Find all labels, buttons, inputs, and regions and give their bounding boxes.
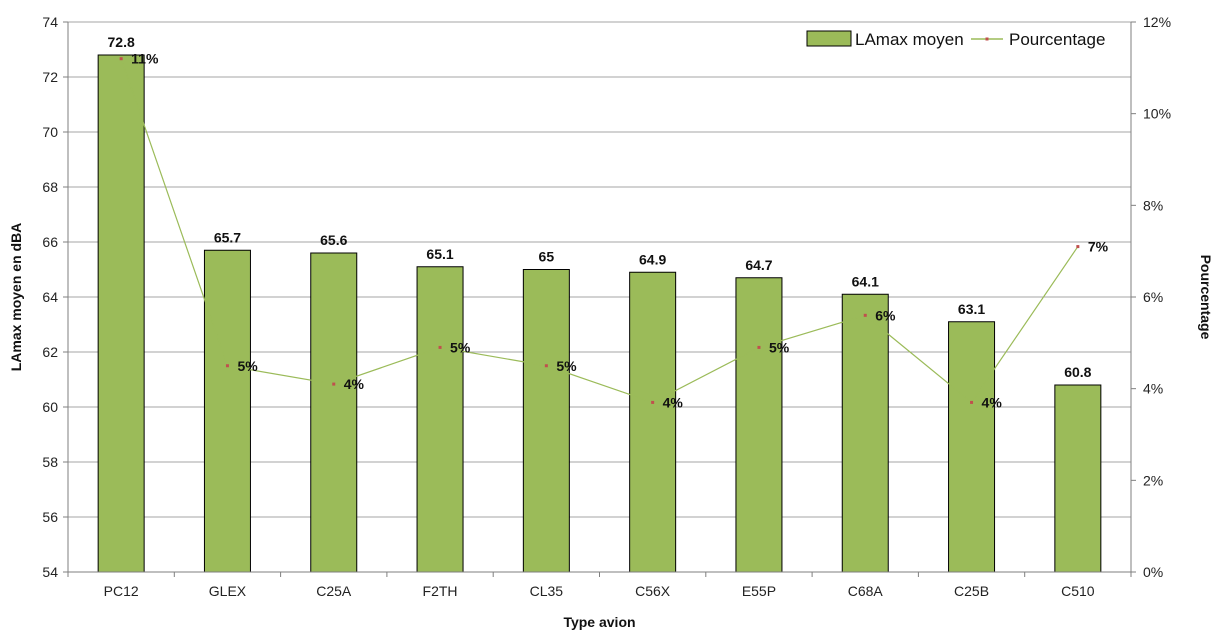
- y-tick-label: 70: [42, 124, 58, 140]
- bar-value-label: 63.1: [958, 301, 985, 317]
- bar: [203, 249, 251, 573]
- line-point: [119, 57, 123, 61]
- line-value-label: 6%: [875, 307, 896, 323]
- y-tick-label: 72: [42, 69, 58, 85]
- line-point: [970, 400, 974, 404]
- y2-tick-label: 4%: [1143, 381, 1163, 397]
- line-point: [651, 400, 655, 404]
- bar-value-label: 64.7: [745, 257, 772, 273]
- y2-tick-label: 2%: [1143, 472, 1163, 488]
- line-value-label: 4%: [344, 376, 365, 392]
- line-point: [225, 364, 229, 368]
- line-point: [332, 382, 336, 386]
- y-tick-label: 54: [42, 564, 58, 580]
- y-tick-label: 64: [42, 289, 58, 305]
- x-axis-title: Type avion: [563, 614, 635, 630]
- line-value-label: 5%: [769, 339, 790, 355]
- line-value-label: 4%: [982, 394, 1003, 410]
- legend-swatch-marker: [985, 37, 989, 41]
- series-line: [120, 58, 1079, 404]
- x-tick-label: E55P: [742, 583, 776, 599]
- y-tick-label: 68: [42, 179, 58, 195]
- line-series: [119, 57, 1080, 404]
- y-tick-label: 60: [42, 399, 58, 415]
- legend-label-bar: LAmax moyen: [855, 30, 964, 49]
- bar: [629, 271, 677, 573]
- x-tick-label: C25A: [316, 583, 352, 599]
- bar: [416, 266, 464, 573]
- bar-value-label: 72.8: [108, 34, 135, 50]
- bar: [841, 293, 889, 573]
- y2-tick-label: 8%: [1143, 197, 1163, 213]
- y-axis-title: LAmax moyen en dBA: [8, 223, 24, 372]
- bar: [97, 54, 145, 573]
- bar: [1054, 384, 1102, 573]
- x-tick-label: PC12: [104, 583, 139, 599]
- axes: 54 56 58 60 62 64 66 68 70 72 74 0% 2% 4% 6% 8% 10% 12% PC…: [42, 14, 1171, 599]
- legend-label-line: Pourcentage: [1009, 30, 1105, 49]
- line-point: [544, 364, 548, 368]
- line-point: [438, 345, 442, 349]
- x-tick-label: F2TH: [423, 583, 458, 599]
- bar-series: [97, 54, 1102, 573]
- y-tick-label: 66: [42, 234, 58, 250]
- legend: LAmax moyen Pourcentage: [806, 30, 1105, 49]
- line-point: [757, 345, 761, 349]
- line-point: [1076, 245, 1080, 249]
- bar-value-label: 65.1: [426, 246, 453, 262]
- x-tick-label: C510: [1061, 583, 1095, 599]
- bar-value-label: 65.7: [214, 229, 241, 245]
- y2-tick-label: 6%: [1143, 289, 1163, 305]
- bar-value-label: 64.9: [639, 251, 666, 267]
- x-tick-label: GLEX: [209, 583, 247, 599]
- y-tick-label: 56: [42, 509, 58, 525]
- line-point: [863, 313, 867, 317]
- line-value-label: 5%: [237, 358, 258, 374]
- y2-tick-label: 0%: [1143, 564, 1163, 580]
- line-value-label: 5%: [450, 339, 471, 355]
- bar: [948, 321, 996, 573]
- y2-tick-label: 10%: [1143, 106, 1171, 122]
- legend-swatch-bar: [806, 30, 852, 47]
- line-value-label: 4%: [663, 394, 684, 410]
- y2-axis-title: Pourcentage: [1198, 255, 1214, 340]
- y-tick-label: 58: [42, 454, 58, 470]
- bar: [310, 252, 358, 573]
- bar: [735, 277, 783, 573]
- bar-value-label: 60.8: [1064, 364, 1091, 380]
- line-value-label: 11%: [131, 51, 159, 67]
- bar: [522, 269, 570, 573]
- bar-value-label: 64.1: [852, 273, 879, 289]
- bar-value-label: 65.6: [320, 232, 347, 248]
- y2-tick-label: 12%: [1143, 14, 1171, 30]
- x-tick-label: C56X: [635, 583, 671, 599]
- y-tick-label: 74: [42, 14, 58, 30]
- y-tick-label: 62: [42, 344, 58, 360]
- x-tick-label: C68A: [848, 583, 884, 599]
- line-value-label: 7%: [1088, 239, 1109, 255]
- data-labels: 72.8 65.7 65.6 65.1 65 64.9 64.7 64.1 63.1 60.8 11…: [108, 34, 1109, 410]
- x-tick-label: C25B: [954, 583, 989, 599]
- line-value-label: 5%: [556, 358, 577, 374]
- bar-value-label: 65: [539, 249, 555, 265]
- x-tick-label: CL35: [530, 583, 564, 599]
